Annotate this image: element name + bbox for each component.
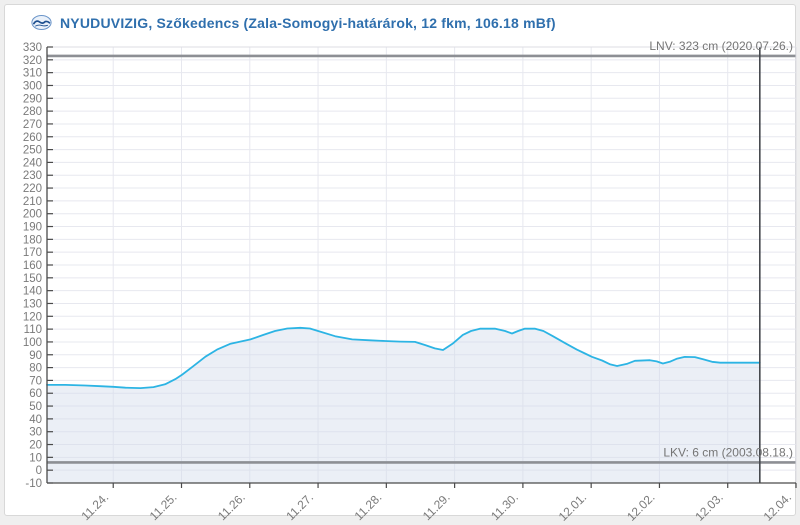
x-axis-label: 11.24. xyxy=(78,490,111,523)
water-directorate-wave-logo-icon xyxy=(31,15,52,31)
y-axis-label: 170 xyxy=(23,247,42,259)
x-axis-label: 11.30. xyxy=(488,490,521,523)
y-axis-label: 90 xyxy=(29,350,42,362)
x-axis-label: 11.26. xyxy=(215,490,248,523)
y-axis-label: 220 xyxy=(23,183,42,195)
y-axis-label: 210 xyxy=(23,196,42,208)
y-axis-label: 310 xyxy=(23,68,42,80)
chart-card: NYUDUVIZIG, Szőkedencs (Zala-Somogyi-hat… xyxy=(4,4,797,524)
y-axis-label: 190 xyxy=(23,222,42,234)
y-axis-label: 40 xyxy=(29,414,42,426)
water-level-chart: 3303203103002902802702602502402302202102… xyxy=(23,39,797,524)
y-axis-label: 110 xyxy=(24,324,42,336)
y-axis-label: 100 xyxy=(23,337,42,349)
y-axis-label: 320 xyxy=(23,55,42,67)
y-axis-label: 230 xyxy=(23,170,42,182)
y-axis-label: 30 xyxy=(29,427,42,439)
x-axis-label: 12.03. xyxy=(692,490,725,523)
y-axis-label: 180 xyxy=(23,234,42,246)
y-axis-label: 290 xyxy=(23,93,42,105)
x-axis-label: 11.28. xyxy=(352,490,385,523)
y-axis-label: 160 xyxy=(23,260,42,272)
y-axis-label: 130 xyxy=(23,298,42,310)
y-axis-label: 200 xyxy=(23,209,42,221)
x-axis-label: 11.29. xyxy=(420,490,453,523)
y-axis-label: 270 xyxy=(23,119,42,131)
chart-header: NYUDUVIZIG, Szőkedencs (Zala-Somogyi-hat… xyxy=(31,12,556,34)
water-level-line xyxy=(46,326,761,389)
lkv-label: LKV: 6 cm (2003.08.18.) xyxy=(663,445,793,459)
x-axis-label: 12.01. xyxy=(556,490,589,523)
y-axis-label: 260 xyxy=(23,132,42,144)
y-axis-label: 300 xyxy=(23,80,42,92)
y-axis-label: 150 xyxy=(23,273,42,285)
y-axis-label: 140 xyxy=(23,286,42,298)
x-axis-label: 12.04. xyxy=(761,490,794,523)
y-axis-label: 60 xyxy=(29,388,42,400)
y-axis-label: 250 xyxy=(23,145,42,157)
chart-title: NYUDUVIZIG, Szőkedencs (Zala-Somogyi-hat… xyxy=(60,15,556,31)
y-axis-label: 70 xyxy=(29,375,42,387)
y-axis-label: -10 xyxy=(25,478,42,490)
y-axis-label: 20 xyxy=(29,440,42,452)
plot-area[interactable] xyxy=(47,47,796,483)
y-axis-label: 0 xyxy=(36,465,42,477)
x-axis-label: 11.25. xyxy=(147,490,180,523)
water-level-area xyxy=(47,327,760,483)
y-axis-label: 280 xyxy=(23,106,42,118)
y-axis-label: 80 xyxy=(29,363,42,375)
x-axis-label: 11.27. xyxy=(283,490,316,523)
y-axis-label: 330 xyxy=(23,42,42,54)
y-axis-label: 120 xyxy=(23,311,42,323)
x-axis-label: 12.02. xyxy=(624,490,657,523)
y-axis-label: 10 xyxy=(29,452,42,464)
y-axis-label: 240 xyxy=(23,157,42,169)
y-axis-label: 50 xyxy=(29,401,42,413)
lnv-label: LNV: 323 cm (2020.07.26.) xyxy=(649,39,793,53)
